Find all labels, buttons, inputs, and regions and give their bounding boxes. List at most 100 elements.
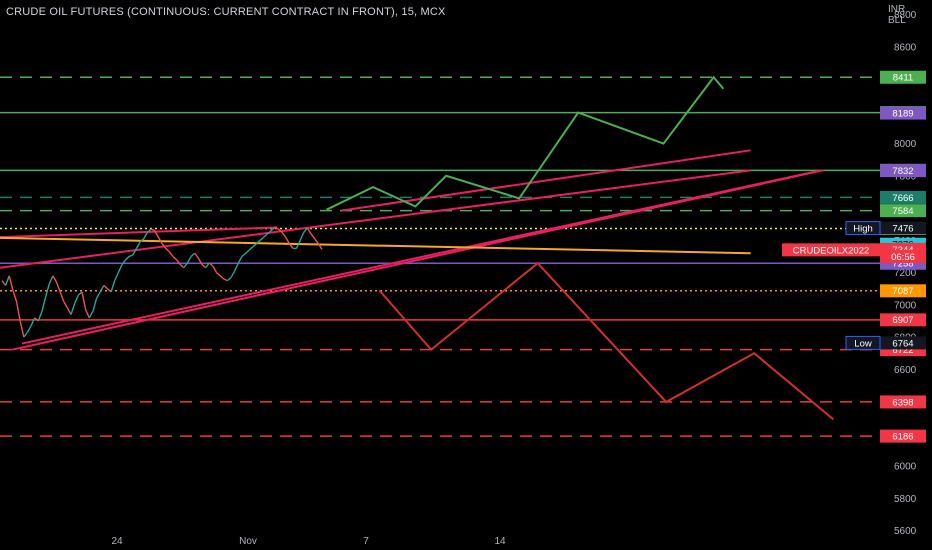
y-tick-label: 7200 xyxy=(894,268,917,279)
price-segment xyxy=(165,247,170,253)
price-tag xyxy=(880,204,926,218)
price-segment xyxy=(74,294,80,304)
price-tag xyxy=(880,190,926,204)
price-segment xyxy=(230,270,236,278)
price-segment xyxy=(150,228,156,232)
projection-path xyxy=(378,261,835,421)
x-axis[interactable]: 24 Nov 7 14 xyxy=(111,536,506,547)
price-segment xyxy=(183,262,189,269)
price-tag-label: 06:56 xyxy=(891,252,915,263)
price-segment xyxy=(212,265,218,273)
price-segment xyxy=(263,233,268,238)
price-segment xyxy=(52,275,58,283)
y-tick-label: 5800 xyxy=(894,494,917,505)
price-segment xyxy=(241,252,247,257)
price-segment xyxy=(277,228,283,233)
currency-label: INR BLL xyxy=(888,4,912,26)
price-segment xyxy=(1,280,7,286)
price-tag-label: 7832 xyxy=(892,166,913,177)
symbol-marker-box xyxy=(782,243,880,257)
price-tag-label: 8411 xyxy=(893,73,913,84)
price-segment xyxy=(15,301,21,322)
price-segment xyxy=(314,238,319,244)
trendlines xyxy=(0,149,824,351)
price-segment xyxy=(114,272,120,281)
price-segment xyxy=(66,307,72,315)
price-segment xyxy=(157,236,163,244)
y-tick-label: 8800 xyxy=(894,10,917,21)
low-marker-box xyxy=(845,335,881,350)
symbol-marker-label: CRUDEOILX2022 xyxy=(793,245,870,256)
price-segment xyxy=(179,263,185,269)
price-segment xyxy=(256,239,261,245)
markers: High Low CRUDEOILX2022 xyxy=(782,221,881,350)
x-tick-label: 7 xyxy=(363,536,369,547)
price-segment xyxy=(135,241,141,249)
price-segment xyxy=(288,243,294,249)
price-segment xyxy=(4,275,10,286)
currency-line2: BLL xyxy=(888,15,906,26)
price-segment xyxy=(139,238,145,243)
price-tag xyxy=(880,313,926,327)
price-series xyxy=(1,226,323,338)
low-marker-label: Low xyxy=(854,338,872,349)
price-segment xyxy=(48,275,54,285)
price-segment xyxy=(26,325,32,333)
price-segment xyxy=(143,231,149,240)
price-segment xyxy=(84,309,90,319)
price-segment xyxy=(223,278,228,282)
price-segment xyxy=(175,259,181,265)
price-segment xyxy=(248,246,254,251)
price-segment xyxy=(19,320,25,338)
price-tag-label: 7476 xyxy=(892,223,913,234)
x-tick-label: 24 xyxy=(111,536,123,547)
price-segment xyxy=(186,256,192,264)
price-segment xyxy=(172,255,178,261)
price-segment xyxy=(205,262,210,269)
price-segment xyxy=(77,291,83,296)
price-segment xyxy=(197,257,203,265)
price-tag-label: 7584 xyxy=(892,206,913,217)
price-segment xyxy=(128,254,134,258)
price-segment xyxy=(8,275,14,291)
price-segment xyxy=(125,255,130,261)
price-tag-label: 6186 xyxy=(892,432,913,443)
y-axis[interactable]: 5600580060006200640066006800700072007400… xyxy=(894,10,917,537)
price-segment xyxy=(234,262,240,272)
y-tick-label: 8000 xyxy=(894,139,917,150)
price-tag xyxy=(880,429,926,443)
level-lines xyxy=(0,76,880,437)
price-segment xyxy=(299,231,305,241)
price-tag xyxy=(880,395,926,409)
price-segment xyxy=(281,231,287,238)
y-tick-label: 8600 xyxy=(894,42,917,53)
price-tag xyxy=(880,70,926,84)
price-segment xyxy=(30,317,36,327)
price-tag-label: 8189 xyxy=(892,108,913,119)
price-segment xyxy=(110,280,116,293)
price-tag-label: 7258 xyxy=(892,259,913,270)
price-tag-label: 6764 xyxy=(892,338,913,349)
price-segment xyxy=(295,240,301,249)
price-segment xyxy=(259,236,265,241)
x-tick-label: Nov xyxy=(239,536,257,547)
projection-paths xyxy=(326,75,835,421)
price-segment xyxy=(216,272,221,277)
price-segment xyxy=(63,301,69,309)
price-segment xyxy=(41,296,47,312)
price-tag xyxy=(880,106,926,120)
price-tag-label: 6398 xyxy=(892,397,913,408)
price-segment xyxy=(37,311,43,322)
price-segment xyxy=(237,256,243,264)
price-segment xyxy=(106,288,112,293)
trendline xyxy=(21,169,822,345)
price-tag xyxy=(880,336,926,350)
price-segment xyxy=(88,310,94,319)
price-segment xyxy=(208,262,214,267)
price-segment xyxy=(81,291,87,310)
price-segment xyxy=(245,249,250,254)
x-tick-label: 14 xyxy=(494,536,506,547)
price-segment xyxy=(285,236,290,244)
price-segment xyxy=(59,291,65,302)
